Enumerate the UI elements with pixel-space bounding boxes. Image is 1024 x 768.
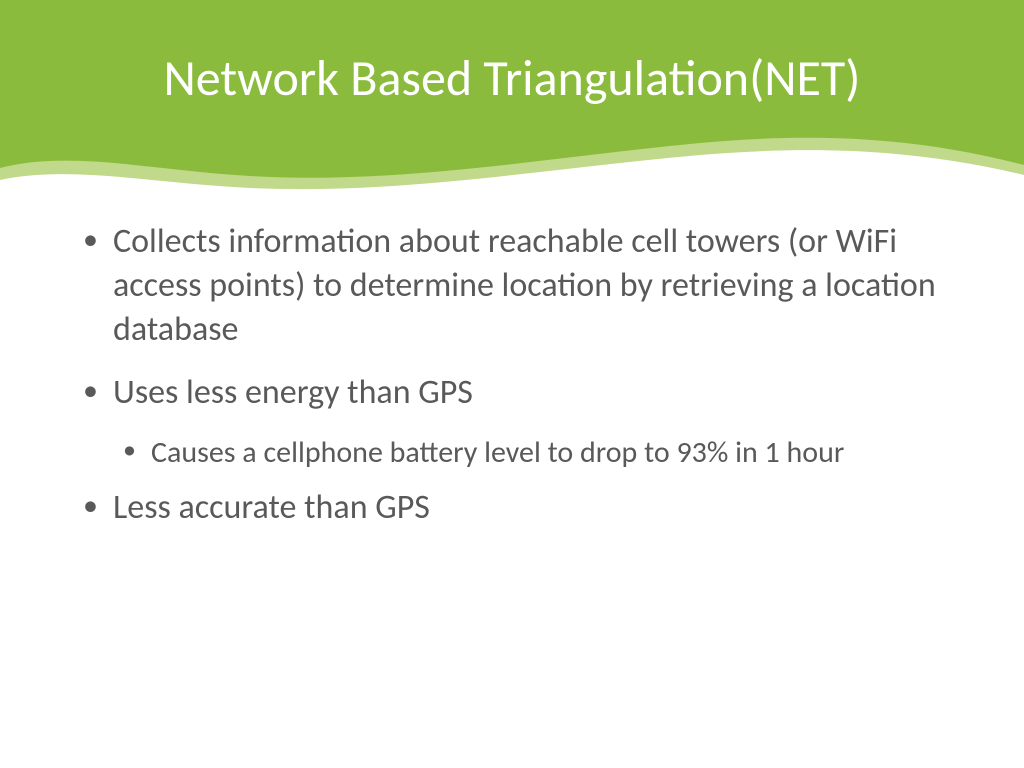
- slide-header: Network Based Triangulation(NET): [0, 0, 1024, 200]
- slide-title: Network Based Triangulation(NET): [0, 48, 1024, 109]
- bullet-item: Collects information about reachable cel…: [75, 220, 949, 353]
- bullet-subitem: Causes a cellphone battery level to drop…: [75, 433, 949, 472]
- bullet-item: Uses less energy than GPS: [75, 371, 949, 415]
- slide-content: Collects information about reachable cel…: [75, 220, 949, 548]
- bullet-list: Collects information about reachable cel…: [75, 220, 949, 530]
- bullet-item: Less accurate than GPS: [75, 486, 949, 530]
